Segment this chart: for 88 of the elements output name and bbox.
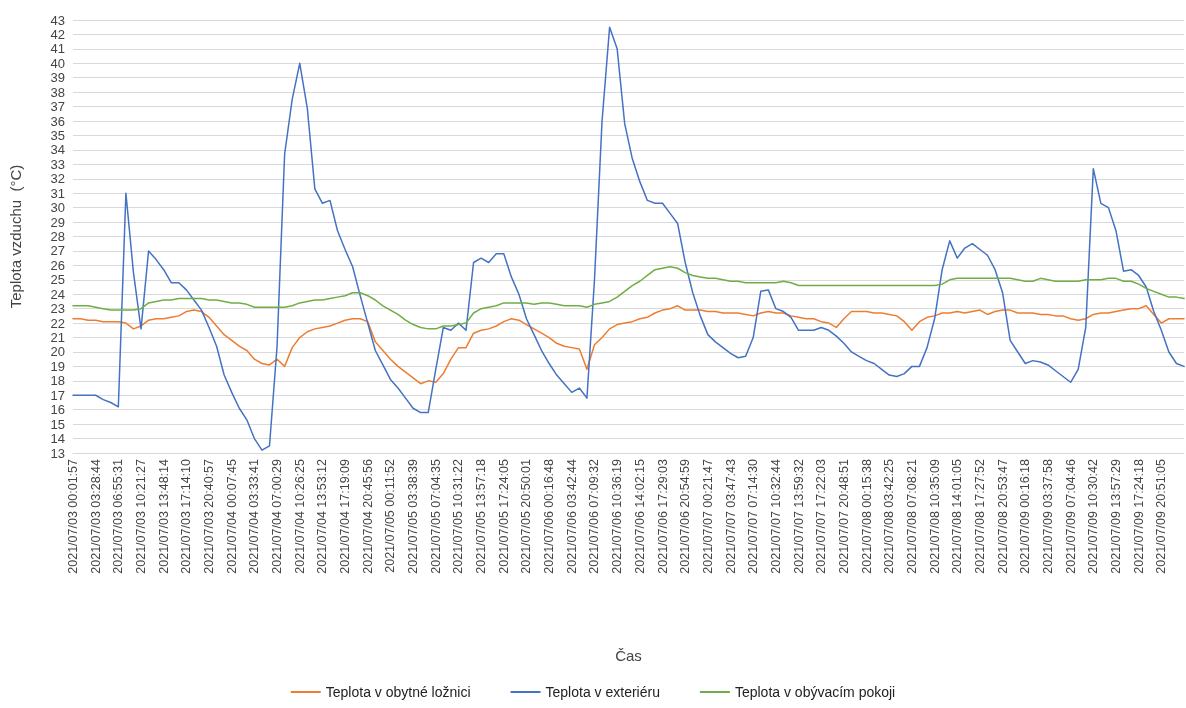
y-tick-label: 23: [50, 301, 65, 317]
x-tick-label: 2021/07/04 10:26:25: [292, 458, 307, 574]
x-tick-label: 2021/07/04 07:00:29: [270, 458, 285, 574]
y-tick-label: 30: [50, 200, 65, 216]
x-tick-label: 2021/07/03 00:01:57: [66, 458, 80, 574]
x-tick-label: 2021/07/03 10:21:27: [134, 458, 149, 574]
x-tick-label: 2021/07/05 07:04:35: [428, 458, 443, 574]
x-tick-label: 2021/07/08 00:15:38: [859, 458, 874, 574]
x-tick-label: 2021/07/06 07:09:32: [587, 458, 602, 574]
y-tick-label: 13: [50, 445, 65, 461]
x-tick-label: 2021/07/09 13:57:29: [1108, 458, 1123, 574]
x-tick-label: 2021/07/03 06:55:31: [111, 458, 126, 574]
y-tick-label: 22: [50, 315, 65, 331]
legend-label: Teplota v exteriéru: [545, 684, 660, 700]
x-tick-label: 2021/07/08 17:27:52: [972, 458, 987, 574]
line-series: [72, 305, 1185, 385]
y-tick-label: 16: [50, 402, 65, 418]
line-series: [72, 266, 1185, 330]
x-tick-label: 2021/07/09 10:30:42: [1086, 458, 1101, 574]
y-tick-label: 25: [50, 272, 65, 288]
x-tick-label: 2021/07/06 20:54:59: [678, 458, 693, 574]
x-tick-label: 2021/07/06 14:02:15: [632, 458, 647, 574]
x-tick-label: 2021/07/06 10:36:19: [610, 458, 625, 574]
x-axis-title: Čas: [615, 647, 642, 664]
y-tick-label: 41: [50, 41, 65, 57]
x-tick-label: 2021/07/08 20:53:47: [995, 458, 1010, 574]
x-tick-label: 2021/07/09 03:37:58: [1040, 458, 1055, 574]
x-tick-label: 2021/07/05 10:31:22: [451, 458, 466, 574]
y-tick-label: 35: [50, 127, 65, 143]
x-tick-label: 2021/07/05 13:57:18: [474, 458, 489, 574]
y-tick-label: 14: [50, 431, 65, 447]
y-tick-label: 40: [50, 55, 65, 71]
y-tick-label: 15: [50, 416, 65, 432]
y-tick-label: 43: [50, 12, 65, 28]
y-tick-label: 39: [50, 70, 65, 86]
x-tick-label: 2021/07/07 07:14:30: [746, 458, 761, 574]
y-tick-label: 38: [50, 84, 65, 100]
x-tick-label: 2021/07/04 13:53:12: [315, 458, 330, 574]
x-tick-label: 2021/07/08 14:01:05: [950, 458, 965, 574]
y-tick-label: 28: [50, 229, 65, 244]
x-tick-label: 2021/07/09 00:16:18: [1018, 458, 1033, 574]
y-tick-label: 27: [50, 243, 65, 259]
x-tick-label: 2021/07/03 17:14:10: [179, 458, 194, 574]
x-tick-label: 2021/07/04 20:45:56: [360, 458, 375, 574]
line-series: [72, 26, 1185, 451]
x-tick-label: 2021/07/06 00:16:48: [542, 458, 557, 574]
legend-label: Teplota v obytné ložnici: [325, 684, 471, 700]
x-tick-label: 2021/07/05 03:38:39: [406, 458, 421, 574]
y-tick-label: 24: [50, 286, 65, 302]
y-tick-label: 42: [50, 26, 65, 42]
x-tick-label: 2021/07/07 17:22:03: [814, 458, 829, 574]
x-tick-label: 2021/07/08 07:08:21: [904, 458, 919, 574]
x-tick-label: 2021/07/03 13:48:14: [156, 458, 171, 574]
x-tick-label: 2021/07/05 00:11:52: [383, 458, 398, 573]
x-tick-label: 2021/07/03 20:40:57: [202, 458, 217, 574]
x-tick-label: 2021/07/03 03:28:44: [88, 458, 103, 574]
x-tick-label: 2021/07/04 00:07:45: [224, 458, 239, 574]
y-tick-label: 26: [50, 257, 65, 273]
x-tick-label: 2021/07/09 17:24:18: [1131, 458, 1146, 574]
x-tick-label: 2021/07/04 17:19:09: [338, 458, 353, 574]
x-tick-label: 2021/07/07 20:48:51: [836, 458, 851, 574]
x-tick-label: 2021/07/09 20:51:05: [1154, 458, 1169, 574]
legend-label: Teplota v obývacím pokoji: [734, 684, 896, 700]
y-tick-label: 31: [50, 185, 65, 201]
x-tick-label: 2021/07/08 03:42:25: [882, 458, 897, 574]
y-tick-label: 18: [50, 373, 65, 389]
y-axis-title: Teplota vzduchu (°C): [7, 164, 24, 309]
x-tick-label: 2021/07/07 03:47:43: [723, 458, 738, 574]
x-tick-label: 2021/07/06 03:42:44: [564, 458, 579, 574]
y-tick-label: 21: [50, 330, 65, 346]
y-tick-label: 34: [50, 142, 65, 158]
x-tick-label: 2021/07/07 10:32:44: [768, 458, 783, 574]
x-tick-label: 2021/07/07 00:21:47: [700, 458, 715, 574]
y-tick-label: 36: [50, 113, 65, 129]
y-tick-label: 17: [50, 387, 65, 403]
x-tick-label: 2021/07/06 17:29:03: [655, 458, 670, 574]
y-tick-label: 32: [50, 171, 65, 187]
x-tick-label: 2021/07/05 20:50:01: [519, 458, 534, 574]
x-tick-label: 2021/07/04 03:33:41: [247, 458, 262, 574]
y-tick-label: 19: [50, 358, 65, 374]
x-tick-label: 2021/07/09 07:04:46: [1063, 458, 1078, 574]
y-tick-label: 29: [50, 214, 65, 230]
x-tick-label: 2021/07/05 17:24:05: [496, 458, 511, 574]
y-tick-label: 33: [50, 156, 65, 172]
y-tick-label: 20: [50, 344, 65, 360]
x-tick-label: 2021/07/08 10:35:09: [927, 458, 942, 574]
x-tick-label: 2021/07/07 13:59:32: [791, 458, 806, 574]
y-tick-label: 37: [50, 99, 65, 115]
